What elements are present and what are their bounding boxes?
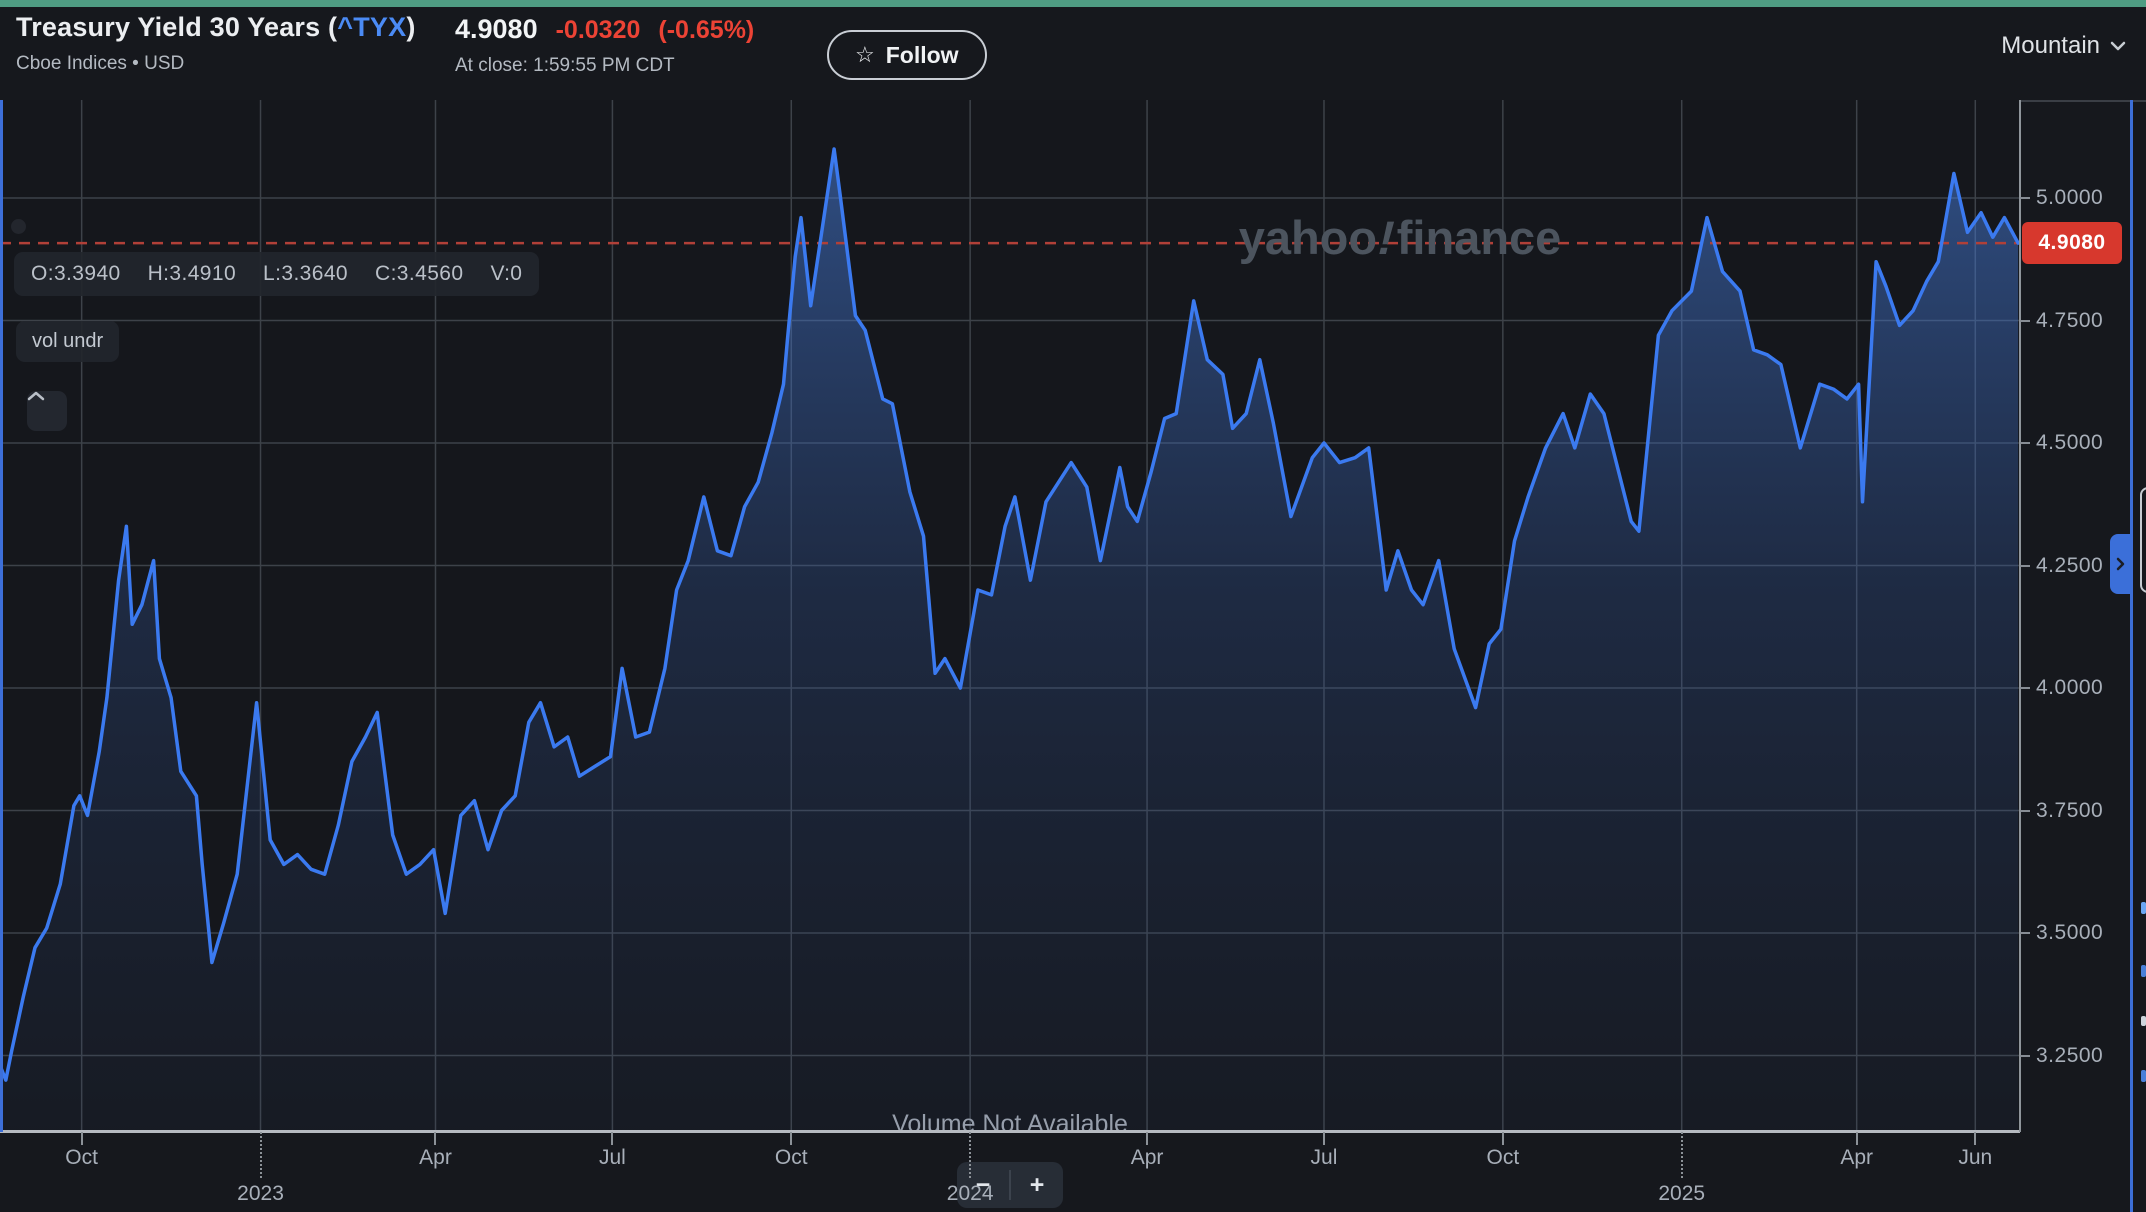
ohlc-low: L:3.3640 [263, 262, 348, 285]
y-axis-label: 3.7500 [2036, 798, 2104, 822]
zoom-in-button[interactable]: + [1011, 1162, 1063, 1208]
y-axis-line [2019, 100, 2021, 1132]
ohlc-close: C:3.4560 [375, 262, 464, 285]
x-axis-tick [1680, 1132, 1683, 1178]
y-axis-label: 4.5000 [2036, 431, 2104, 455]
x-axis-label: Apr [1130, 1146, 1164, 1169]
price-line [0, 147, 2020, 1082]
y-axis-label: 4.7500 [2036, 308, 2104, 332]
ohlc-open: O:3.3940 [31, 262, 121, 285]
y-axis-label: 3.5000 [2036, 921, 2104, 945]
y-axis-label: 3.2500 [2036, 1043, 2104, 1067]
mountain-chart-canvas[interactable] [0, 100, 2020, 1132]
x-axis-label: Jun [1958, 1146, 1993, 1169]
follow-button-label: Follow [885, 41, 959, 68]
ohlc-readout: O:3.3940 H:3.4910 L:3.3640 C:3.4560 V:0 [14, 252, 540, 296]
y-axis-tick [2020, 932, 2030, 935]
clipped-panel-sliver [2141, 1070, 2146, 1082]
x-axis-label: Oct [774, 1146, 808, 1169]
chart-type-dropdown[interactable]: Mountain [2001, 32, 2126, 60]
x-axis-label: Jul [1310, 1146, 1338, 1169]
y-axis-tick [2020, 1054, 2030, 1057]
collapse-panel-button[interactable] [27, 391, 67, 431]
ohlc-high: H:3.4910 [147, 262, 237, 285]
x-axis-tick [1322, 1132, 1325, 1145]
clipped-panel-sliver [2141, 965, 2146, 977]
y-axis-label: 5.0000 [2036, 186, 2104, 209]
clipped-panel-fragment [2140, 487, 2146, 593]
clipped-panel-sliver [2141, 1016, 2146, 1026]
x-axis-label: Oct [65, 1146, 98, 1169]
zoom-control: − + [957, 1162, 1063, 1208]
x-axis-label: 2024 [946, 1182, 994, 1205]
y-axis-tick [2020, 809, 2030, 812]
x-axis-label: Apr [419, 1146, 452, 1169]
y-axis-label: 4.2500 [2036, 553, 2104, 577]
clipped-panel-sliver [2141, 902, 2146, 914]
price-change-percent: (-0.65%) [658, 16, 755, 44]
at-close-timestamp: At close: 1:59:55 PM CDT [455, 55, 675, 76]
x-axis-tick [80, 1132, 83, 1145]
price-change: -0.0320 [555, 16, 641, 44]
zoom-control-divider [1009, 1170, 1011, 1200]
chart-plot-area[interactable]: yahoo!finance O:3.3940 H:3.4910 L:3.3640… [0, 100, 2020, 1208]
title-prefix: Treasury Yield 30 Years ( [16, 12, 338, 42]
y-axis-tick [2020, 442, 2030, 445]
quote-header: Treasury Yield 30 Years (^TYX) Cboe Indi… [0, 7, 2146, 100]
vol-under-toggle[interactable]: vol undr [16, 321, 120, 362]
chart-type-selected-label: Mountain [2001, 32, 2100, 59]
x-axis-tick [1501, 1132, 1504, 1145]
time-axis: Oct 2023 Apr Jul Oct 2024 Apr Jul Oct 2025 Apr Jun [0, 1132, 2020, 1212]
title-suffix: ) [406, 12, 416, 42]
x-axis-tick [1146, 1132, 1149, 1145]
zoom-out-button[interactable]: − [957, 1162, 1009, 1208]
watermark-finance: finance [1396, 211, 1562, 264]
x-axis-tick [969, 1132, 972, 1178]
page-title: Treasury Yield 30 Years (^TYX) [16, 12, 416, 43]
price-axis: 5.0000 4.7500 4.5000 4.2500 4.0000 3.7500 3.50… [2020, 100, 2146, 1132]
y-axis-tick [2020, 687, 2030, 690]
chevron-down-icon [2110, 41, 2126, 51]
ticker-symbol: ^TYX [337, 12, 407, 42]
x-axis-tick [259, 1132, 262, 1178]
draw-marker-dot [11, 219, 26, 234]
y-axis-tick [2020, 319, 2030, 322]
x-axis-label: Jul [598, 1146, 626, 1169]
star-icon: ☆ [855, 42, 875, 67]
x-axis-tick [1974, 1132, 1977, 1145]
x-axis-label: Apr [1840, 1146, 1874, 1169]
x-axis-label: 2025 [1658, 1182, 1706, 1205]
last-price: 4.9080 [455, 14, 538, 44]
x-axis-label: 2023 [237, 1182, 284, 1205]
chevron-up-icon [27, 391, 45, 401]
follow-button[interactable]: ☆ Follow [827, 30, 987, 80]
price-row: 4.9080 -0.0320 (-0.65%) [455, 14, 754, 45]
ohlc-volume: V:0 [490, 262, 523, 285]
x-axis-tick [434, 1132, 437, 1145]
x-axis-tick [1855, 1132, 1858, 1145]
x-axis-tick [611, 1132, 614, 1145]
left-pane-divider[interactable] [0, 100, 3, 1132]
exchange-currency-subtitle: Cboe Indices • USD [16, 53, 185, 74]
mountain-fill [0, 149, 2019, 1132]
x-axis-tick [790, 1132, 793, 1145]
y-axis-tick [2020, 564, 2030, 567]
x-axis-line [0, 1130, 2020, 1133]
watermark-yahoo: yahoo [1238, 211, 1378, 264]
x-axis-label: Oct [1486, 1146, 1520, 1169]
right-pane-divider[interactable] [2130, 100, 2133, 1212]
y-axis-label: 4.0000 [2036, 676, 2104, 700]
chevron-right-icon [2116, 557, 2125, 571]
last-price-tag: 4.9080 [2022, 222, 2122, 265]
volume-not-available-message: Volume Not Available [892, 1110, 1128, 1138]
top-accent-bar [0, 0, 2146, 7]
yahoo-finance-watermark: yahoo!finance [1190, 210, 1610, 265]
y-axis-tick [2020, 197, 2030, 199]
expand-side-panel-tab[interactable] [2110, 534, 2131, 594]
